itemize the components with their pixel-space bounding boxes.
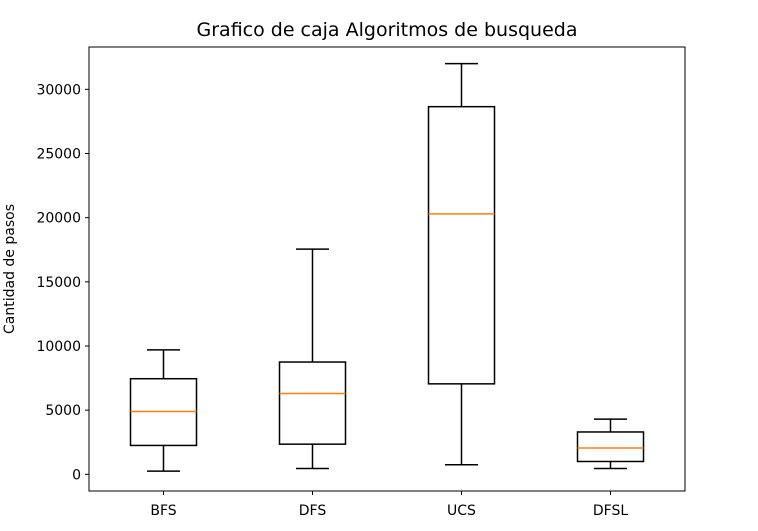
y-tick-label: 10000 — [36, 339, 81, 355]
interquartile-box — [278, 361, 347, 445]
box-dfs — [278, 248, 347, 470]
y-tick-label: 0 — [72, 467, 81, 483]
interquartile-box — [576, 431, 645, 463]
box-ucs — [427, 62, 496, 466]
plot-area-frame — [88, 46, 686, 492]
x-axis-ticks: BFS DFS UCS DFSL — [150, 491, 628, 519]
y-axis-label: Cantidad de pasos — [2, 204, 18, 334]
y-tick-label: 5000 — [45, 403, 81, 419]
box-series — [129, 62, 645, 472]
x-tick-label: DFSL — [593, 503, 628, 519]
y-tick-label: 20000 — [36, 211, 81, 227]
x-tick-label: UCS — [447, 503, 476, 519]
box-bfs — [129, 349, 198, 472]
chart-title: Grafico de caja Algoritmos de busqueda — [197, 19, 578, 41]
y-axis-ticks: 0 5000 10000 15000 20000 25000 30000 — [36, 82, 89, 483]
interquartile-box — [427, 105, 496, 385]
x-tick-label: BFS — [150, 503, 176, 519]
box-dfsl — [576, 418, 645, 470]
y-tick-label: 30000 — [36, 82, 81, 98]
y-tick-label: 15000 — [36, 275, 81, 291]
x-tick-label: DFS — [299, 503, 327, 519]
y-tick-label: 25000 — [36, 147, 81, 163]
